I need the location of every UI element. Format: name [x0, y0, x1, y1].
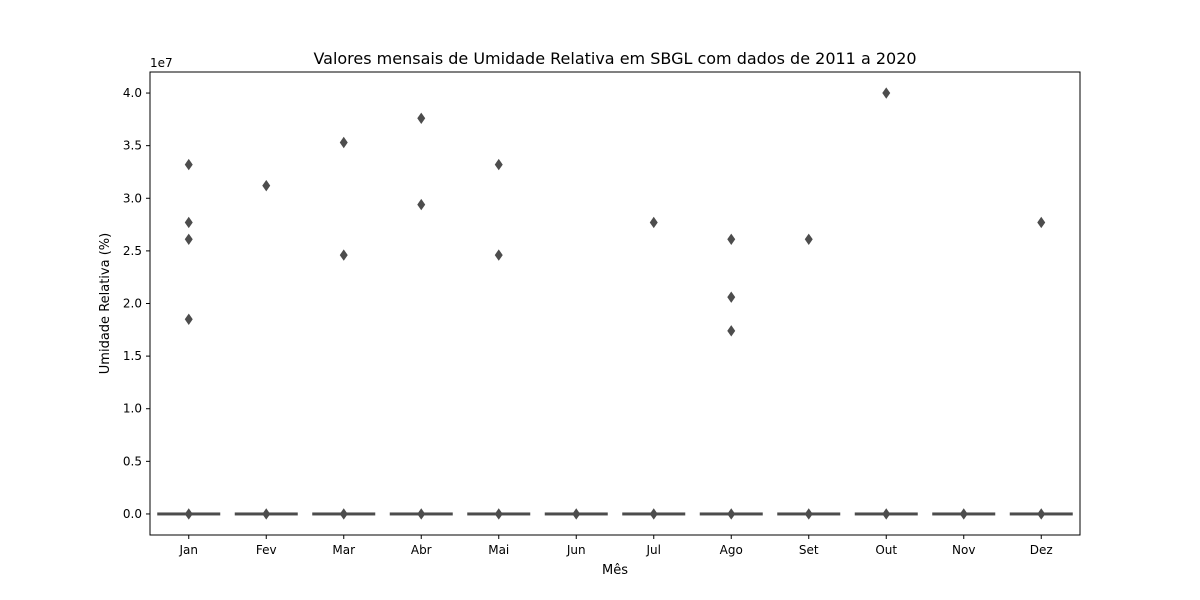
box-group-nov	[932, 508, 996, 520]
y-tick-label: 1.5	[123, 349, 142, 363]
outlier-point	[959, 508, 968, 520]
x-tick-label: Dez	[1030, 543, 1053, 557]
y-tick-label: 0.5	[123, 454, 142, 468]
outlier-point	[339, 508, 348, 520]
outlier-point	[339, 136, 348, 149]
y-axis-label: Umidade Relativa (%)	[98, 233, 113, 374]
box-group-ago	[699, 233, 763, 520]
outlier-point	[184, 508, 193, 520]
outlier-point	[339, 249, 348, 261]
box-group-abr	[389, 112, 453, 520]
outlier-point	[649, 508, 658, 520]
x-tick-label: Jun	[566, 543, 586, 557]
outlier-point	[727, 508, 736, 520]
outlier-point	[494, 249, 503, 261]
y-axis: 0.0 0.5 1.0 1.5 2.0 2.5 3.0 3.5 4.0	[123, 86, 150, 521]
outlier-point	[572, 508, 581, 520]
x-tick-label: Nov	[952, 543, 975, 557]
y-tick-label: 1.0	[123, 402, 142, 416]
x-tick-label: Mar	[332, 543, 355, 557]
box-group-set	[777, 233, 841, 520]
box-group-mar	[312, 136, 376, 520]
plot-area	[157, 87, 1073, 520]
outlier-point	[494, 158, 503, 171]
x-tick-label: Out	[875, 543, 897, 557]
outlier-point	[184, 158, 193, 171]
outlier-point	[494, 508, 503, 520]
chart-title: Valores mensais de Umidade Relativa em S…	[313, 49, 916, 68]
y-offset-label: 1e7	[150, 56, 173, 70]
box-group-jan	[157, 158, 221, 520]
outlier-point	[1037, 216, 1046, 229]
box-group-jun	[544, 508, 608, 520]
x-tick-label: Abr	[411, 543, 432, 557]
box-group-out	[854, 87, 918, 520]
x-tick-label: Ago	[720, 543, 743, 557]
y-tick-label: 4.0	[123, 86, 142, 100]
outlier-point	[184, 313, 193, 325]
x-tick-label: Jan	[179, 543, 199, 557]
x-tick-label: Set	[799, 543, 819, 557]
x-axis: Jan Fev Mar Abr Mai Jun Jul Ago Set Out Nov Dez	[179, 535, 1053, 557]
x-tick-label: Mai	[488, 543, 509, 557]
outlier-point	[262, 508, 271, 520]
outlier-point	[1037, 508, 1046, 520]
outlier-point	[649, 216, 658, 229]
outlier-point	[882, 87, 891, 99]
x-tick-label: Jul	[646, 543, 661, 557]
y-tick-label: 2.0	[123, 297, 142, 311]
outlier-point	[184, 233, 193, 246]
y-tick-label: 3.5	[123, 139, 142, 153]
box-group-fev	[234, 179, 298, 520]
y-tick-label: 3.0	[123, 191, 142, 205]
outlier-point	[804, 233, 813, 246]
y-tick-label: 2.5	[123, 244, 142, 258]
plot-frame	[149, 71, 1081, 536]
outlier-point	[184, 216, 193, 229]
y-tick-label: 0.0	[123, 507, 142, 521]
outlier-point	[417, 508, 426, 520]
outlier-point	[727, 233, 736, 246]
box-group-dez	[1009, 216, 1073, 520]
box-group-jul	[622, 216, 686, 520]
outlier-point	[804, 508, 813, 520]
outlier-point	[882, 508, 891, 520]
outlier-point	[727, 325, 736, 337]
box-group-mai	[467, 158, 531, 520]
outlier-point	[262, 179, 271, 192]
outlier-point	[727, 291, 736, 303]
x-axis-label: Mês	[602, 563, 628, 578]
x-tick-label: Fev	[256, 543, 277, 557]
outlier-point	[417, 112, 426, 124]
outlier-point	[417, 198, 426, 211]
